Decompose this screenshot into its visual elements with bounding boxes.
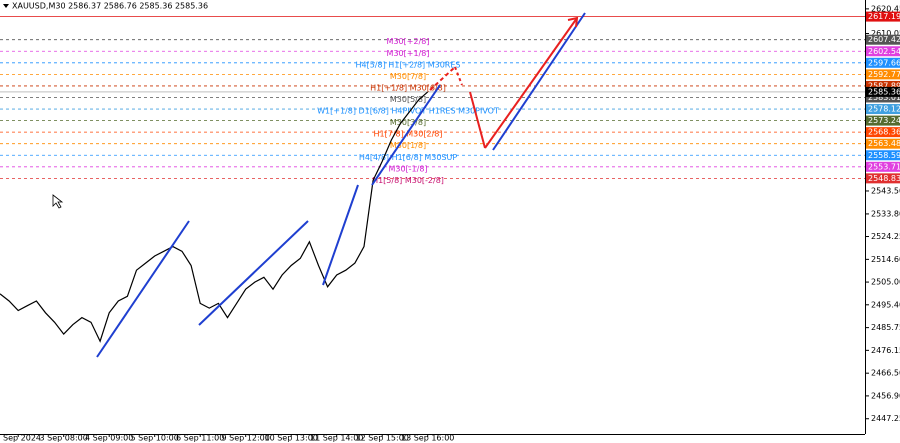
y-tick-label: 2533.80 (871, 209, 900, 218)
level-price: 2587.89 (868, 81, 900, 90)
symbol-menu[interactable] (3, 4, 9, 8)
x-tick-label: 6 Sep 11:00 (176, 434, 224, 443)
price-line (0, 91, 429, 343)
level-label: H1[+1/8] M30[6/8] (370, 83, 446, 92)
x-tick-label: 5 Sep 10:00 (131, 434, 179, 443)
level-box (866, 34, 900, 45)
level-price: 2553.71 (868, 162, 900, 171)
x-tick-label: 11 Sep 14:00 (310, 434, 363, 443)
level-box (866, 80, 900, 91)
level-box (866, 92, 900, 103)
y-tick-label: 2485.75 (871, 323, 900, 332)
level-label: M30[7/8] (390, 72, 426, 81)
level-label: M30[+2/8] (387, 37, 430, 46)
level-box (866, 127, 900, 138)
y-tick-label: 2447.25 (871, 414, 900, 423)
forecast-arrow (429, 66, 456, 91)
y-tick-label: 2456.90 (871, 391, 900, 400)
level-box (866, 115, 900, 126)
level-label: M30[3/8] (390, 118, 426, 127)
level-box (866, 104, 900, 115)
y-tick-label: 2620.45 (871, 4, 900, 13)
x-tick-label: 10 Sep 13:00 (264, 434, 317, 443)
x-tick-label: 3 Sep 08:00 (40, 434, 88, 443)
current-price-box (866, 86, 900, 97)
marks: 2620.45 2610.05 2543.50 2533.80 2524.25 2514.… (0, 4, 900, 443)
level-price: 2617.19 (868, 12, 900, 21)
level-box (866, 11, 900, 22)
y-tick-label: 2495.40 (871, 300, 900, 309)
level-box (866, 57, 900, 68)
level-price: 2573.24 (868, 116, 900, 125)
level-price: 2558.59 (868, 151, 900, 160)
forecast-arrow (484, 17, 578, 149)
level-price: 2607.42 (868, 35, 900, 44)
y-tick-label: 2514.60 (871, 255, 900, 264)
mouse-cursor (52, 194, 64, 209)
current-price: 2585.36 (868, 87, 900, 96)
level-price: 2583.01 (868, 93, 900, 102)
x-tick-label: 13 Sep 16:00 (401, 434, 454, 443)
level-price: 2597.66 (868, 58, 900, 67)
level-price: 2592.77 (868, 70, 900, 79)
level-box (866, 46, 900, 57)
x-tick-label: 2 Sep 2024 (0, 434, 41, 443)
x-tick-label: 4 Sep 09:00 (85, 434, 133, 443)
level-label: M30[+1/8] (387, 49, 430, 58)
level-box (866, 161, 900, 172)
x-tick-label: 12 Sep 15:00 (355, 434, 408, 443)
level-label: H4[5/8] H1[+2/8] M30RES (355, 60, 460, 69)
level-label: M30[1/8] (390, 141, 426, 150)
level-label: H4[4/8] H1[6/8] M30SUP (359, 153, 458, 162)
level-price: 2548.83 (868, 174, 900, 183)
trend-line (198, 220, 309, 326)
x-tick-label: 9 Sep 12:00 (222, 434, 270, 443)
level-price: 2602.54 (868, 47, 900, 56)
trend-line (96, 220, 190, 358)
trend-line (322, 184, 359, 286)
level-label: W1[+1/8] D1[6/8] H4PIVOT H1RES M30PIVOT (317, 107, 499, 116)
y-tick-label: 2476.15 (871, 346, 900, 355)
chart-title: XAUUSD,M30 2586.37 2586.76 2585.36 2585.… (12, 2, 208, 11)
y-tick-label: 2610.05 (871, 29, 900, 38)
level-box (866, 69, 900, 80)
y-tick-label: 2466.50 (871, 369, 900, 378)
level-price: 2578.12 (868, 105, 900, 114)
level-label: M30[-1/8] (388, 164, 427, 173)
y-tick-label: 2505.00 (871, 278, 900, 287)
trend-line (371, 84, 441, 186)
level-price: 2563.48 (868, 139, 900, 148)
forecast-arrow (469, 91, 486, 149)
level-label: M30[5/8] (390, 95, 426, 104)
level-box (866, 138, 900, 149)
trend-lines (96, 12, 586, 358)
level-box (866, 150, 900, 161)
level-label: H1[5/8] M30[-2/8] (372, 176, 444, 185)
y-tick-label: 2524.25 (871, 232, 900, 241)
level-label: H1[7/8] M30[2/8] (374, 130, 443, 139)
level-price: 2568.36 (868, 128, 900, 137)
y-tick-label: 2543.50 (871, 186, 900, 195)
trend-line (492, 12, 586, 151)
level-box (866, 173, 900, 184)
arrow-head (567, 16, 579, 28)
